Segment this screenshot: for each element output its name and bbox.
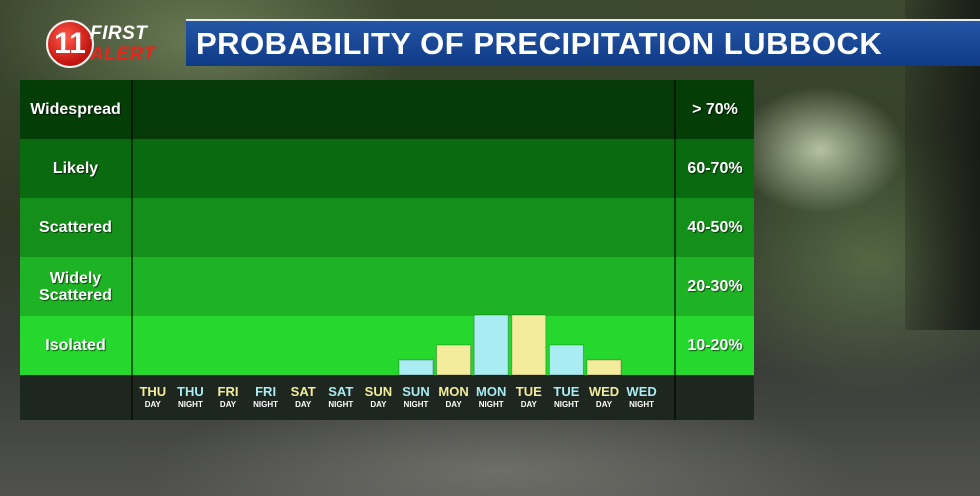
band-label: Widespread [20,80,131,139]
tick-period: NIGHT [478,400,504,409]
band-isolated: Isolated 10-20% [20,316,754,375]
chart-panel: Widespread > 70% Likely 60-70% Scattered… [20,80,754,420]
band-label: Isolated [20,316,131,375]
logo-word-alert: ALERT [90,44,156,65]
tick-day: FRI [217,384,239,399]
tick-label: FRI NIGHT [247,384,285,411]
band-likely: Likely 60-70% [20,139,754,198]
bar-mon-day [436,344,472,376]
tick-period: DAY [445,400,462,409]
tick-day: TUE [553,384,580,399]
band-widespread: Widespread > 70% [20,80,754,139]
tick-period: DAY [370,400,387,409]
tick-day: WED [626,384,657,399]
tick-period: DAY [520,400,537,409]
page-title: PROBABILITY OF PRECIPITATION LUBBOCK [196,26,883,61]
tick-day: THU [177,384,204,399]
band-range: 40-50% [676,198,754,257]
tick-day: FRI [255,384,277,399]
x-axis-strip [20,375,754,420]
tick-period: NIGHT [253,400,279,409]
bar-series [398,314,622,376]
first-alert-logo: 11 FIRST ALERT [46,18,172,70]
tick-label: SUN DAY [359,384,397,411]
tick-day: SUN [364,384,393,399]
tick-day: TUE [515,384,542,399]
tick-day: MON [476,384,507,399]
tick-label: TUE DAY [510,384,548,411]
tick-label: SAT NIGHT [322,384,360,411]
band-range: 20-30% [676,257,754,316]
tick-period: NIGHT [403,400,429,409]
title-bar: PROBABILITY OF PRECIPITATION LUBBOCK [186,19,980,66]
band-range: 10-20% [676,316,754,375]
band-widely-scattered: Widely Scattered 20-30% [20,257,754,316]
bar-sun-night [398,359,434,376]
tick-period: NIGHT [177,400,203,409]
tick-label: TUE NIGHT [547,384,585,411]
right-divider [674,80,676,420]
tick-label: SUN NIGHT [397,384,435,411]
band-label: Scattered [20,198,131,257]
tick-day: SUN [402,384,430,399]
tick-day: WED [588,384,620,399]
tick-period: DAY [219,400,237,409]
bar-wed-day [586,359,622,376]
band-range: > 70% [676,80,754,139]
tick-period: DAY [595,400,613,409]
tick-label: WED NIGHT [623,384,661,411]
tick-period: NIGHT [629,400,655,409]
tick-label: THU DAY [134,384,172,411]
logo-badge: 11 [46,20,94,68]
tick-period: DAY [144,400,161,409]
tick-label: MON NIGHT [472,384,510,411]
tick-label: MON DAY [435,384,473,411]
bar-mon-night [473,314,509,376]
logo-word-first: FIRST [90,23,148,44]
bar-tue-day [511,314,547,376]
band-label: Widely Scattered [20,257,131,316]
tick-day: SAT [290,384,316,399]
band-label: Likely [20,139,131,198]
band-range: 60-70% [676,139,754,198]
tick-label: FRI DAY [209,384,247,411]
tick-period: DAY [295,400,312,409]
tick-day: MON [438,384,469,399]
left-divider [131,80,133,420]
tick-period: NIGHT [328,400,354,409]
band-scattered: Scattered 40-50% [20,198,754,257]
tick-period: NIGHT [553,400,579,409]
bar-tue-night [548,344,584,376]
tick-label: WED DAY [585,384,623,411]
tick-day: SAT [328,384,354,399]
tick-label: SAT DAY [284,384,322,411]
tick-label: THU NIGHT [171,384,209,411]
tick-day: THU [139,384,167,399]
